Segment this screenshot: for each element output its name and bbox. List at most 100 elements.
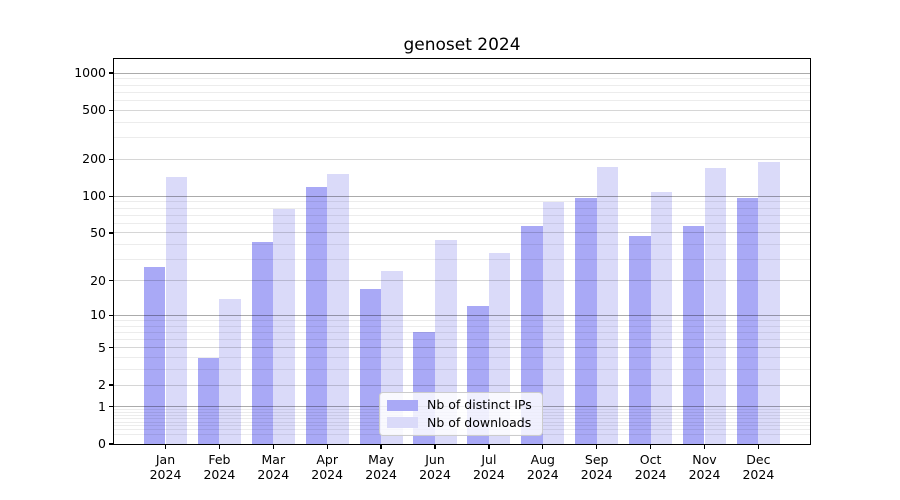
bar-jan-downloads xyxy=(165,177,188,444)
y-tick-mark xyxy=(109,347,114,349)
x-tick-label-may: May 2024 xyxy=(365,452,397,482)
x-tick-mark xyxy=(757,444,760,449)
bar-jan-distinct-ips xyxy=(143,267,166,444)
gridline xyxy=(114,259,810,261)
y-tick-mark xyxy=(109,72,114,74)
gridline xyxy=(114,369,810,371)
bar-sep-downloads xyxy=(596,166,619,444)
gridline xyxy=(114,214,810,216)
y-tick-label-2: 2 xyxy=(98,377,106,393)
y-tick-label-1000: 1000 xyxy=(74,65,106,81)
plot-area xyxy=(114,59,810,444)
x-tick-label-mar: Mar 2024 xyxy=(257,452,290,482)
x-tick-mark xyxy=(434,444,436,449)
y-tick-mark xyxy=(109,406,114,408)
gridline xyxy=(114,91,810,93)
x-tick-mark xyxy=(380,444,382,449)
bar-aug-downloads xyxy=(542,202,565,444)
y-tick-mark xyxy=(109,195,114,197)
gridline xyxy=(114,244,810,246)
y-tick-mark xyxy=(109,314,114,316)
y-tick-mark xyxy=(109,158,114,160)
gridline xyxy=(114,325,810,327)
gridline xyxy=(114,280,810,282)
gridline xyxy=(114,357,810,359)
x-tick-label-jan: Jan 2024 xyxy=(149,452,182,482)
gridline xyxy=(114,78,810,80)
x-tick-mark xyxy=(488,444,490,449)
y-tick-label-1: 1 xyxy=(98,398,106,414)
x-tick-mark xyxy=(272,444,274,449)
x-tick-label-nov: Nov 2024 xyxy=(688,452,721,482)
y-tick-mark xyxy=(109,109,114,111)
gridline xyxy=(114,339,810,341)
x-tick-label-oct: Oct 2024 xyxy=(634,452,667,482)
bar-nov-downloads xyxy=(704,167,727,444)
gridline xyxy=(114,195,810,197)
legend-label-distinct-ips: Nb of distinct IPs xyxy=(427,397,532,413)
x-tick-mark xyxy=(326,444,328,449)
x-tick-mark xyxy=(542,444,544,449)
x-tick-label-dec: Dec 2024 xyxy=(742,452,775,482)
x-tick-mark xyxy=(164,444,167,449)
x-tick-mark xyxy=(218,444,221,449)
gridline xyxy=(114,72,810,74)
gridline xyxy=(114,109,810,111)
bar-mar-distinct-ips xyxy=(251,242,274,444)
x-tick-mark xyxy=(649,444,652,449)
bar-aug-distinct-ips xyxy=(521,226,543,444)
gridline xyxy=(114,314,810,316)
y-tick-mark xyxy=(109,279,114,282)
legend-row: Nb of distinct IPs xyxy=(387,398,535,412)
y-tick-mark xyxy=(109,232,114,234)
chart-title: genoset 2024 xyxy=(403,35,521,55)
gridline xyxy=(114,319,810,321)
x-tick-label-jun: Jun 2024 xyxy=(419,452,451,482)
bar-apr-distinct-ips xyxy=(305,186,328,444)
bar-feb-distinct-ips xyxy=(197,357,220,444)
gridline xyxy=(114,222,810,224)
gridline xyxy=(114,347,810,349)
gridline xyxy=(114,232,810,234)
x-tick-label-aug: Aug 2024 xyxy=(526,452,559,482)
gridline xyxy=(114,137,810,139)
y-tick-mark xyxy=(109,443,114,445)
gridline xyxy=(114,201,810,203)
x-tick-label-apr: Apr 2024 xyxy=(311,452,344,482)
gridline xyxy=(114,121,810,123)
x-tick-label-feb: Feb 2024 xyxy=(203,452,236,482)
y-tick-label-200: 200 xyxy=(82,151,106,167)
y-tick-label-20: 20 xyxy=(90,272,106,288)
y-tick-label-500: 500 xyxy=(82,102,106,118)
y-tick-label-100: 100 xyxy=(82,188,106,204)
gridline xyxy=(114,207,810,209)
bar-feb-downloads xyxy=(219,298,241,444)
bar-dec-distinct-ips xyxy=(736,197,759,444)
y-tick-label-10: 10 xyxy=(90,307,106,323)
bar-may-distinct-ips xyxy=(359,288,382,444)
bar-mar-downloads xyxy=(273,208,295,444)
gridline xyxy=(114,99,810,101)
gridline xyxy=(114,158,810,160)
y-tick-label-0: 0 xyxy=(98,436,106,451)
x-tick-mark xyxy=(703,444,706,449)
y-tick-label-50: 50 xyxy=(90,224,106,240)
x-tick-label-sep: Sep 2024 xyxy=(580,452,613,482)
legend: Nb of distinct IPs Nb of downloads xyxy=(379,392,543,436)
legend-swatch-distinct-ips xyxy=(387,399,418,411)
bar-apr-downloads xyxy=(327,174,349,444)
legend-label-downloads: Nb of downloads xyxy=(427,414,532,430)
legend-row: Nb of downloads xyxy=(387,414,535,430)
y-tick-mark xyxy=(109,384,114,386)
bar-sep-distinct-ips xyxy=(575,197,597,444)
legend-swatch-downloads xyxy=(387,417,418,429)
y-tick-label-5: 5 xyxy=(98,339,106,355)
gridline xyxy=(114,331,810,333)
gridline xyxy=(114,84,810,86)
x-tick-mark xyxy=(596,444,598,449)
bar-dec-downloads xyxy=(758,162,780,444)
x-tick-label-jul: Jul 2024 xyxy=(472,452,505,482)
bar-oct-downloads xyxy=(650,192,673,444)
bar-nov-distinct-ips xyxy=(682,226,705,444)
